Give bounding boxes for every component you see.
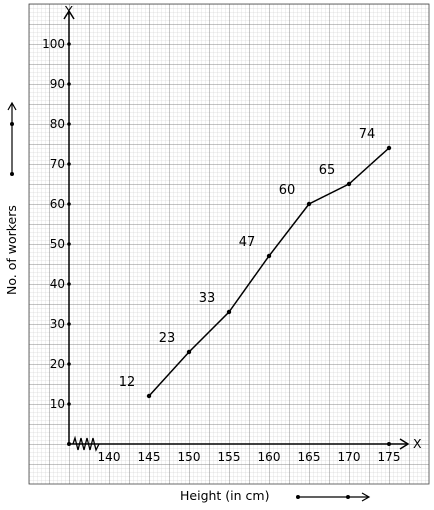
y-tick-mark [67, 82, 71, 86]
data-labels: 12 23 33 47 60 65 74 [119, 127, 376, 390]
y-tick-label: 50 [50, 237, 65, 251]
y-tick-mark [67, 122, 71, 126]
x-tick-label: 140 [98, 450, 121, 464]
x-axis-label: Height (in cm) [180, 488, 269, 503]
data-label: 65 [319, 163, 336, 178]
y-tick-mark [67, 202, 71, 206]
data-label: 74 [359, 127, 376, 142]
x-tick-labels: 140 145 150 155 160 165 170 175 [98, 442, 401, 464]
y-tick-label: 100 [42, 37, 65, 51]
data-point [346, 181, 352, 187]
y-tick-label: 80 [50, 117, 65, 131]
origin-point [67, 442, 71, 446]
y-tick-label: 20 [50, 357, 65, 371]
y-tick-mark [67, 162, 71, 166]
y-tick-label: 40 [50, 277, 65, 291]
x-axis-break-zigzag [72, 435, 100, 452]
data-point [226, 309, 232, 315]
y-tick-mark [67, 242, 71, 246]
graph-paper-border [28, 3, 430, 485]
y-tick-labels: 10 20 30 40 50 60 70 80 90 100 [42, 37, 71, 411]
x-tick-mark [387, 442, 391, 446]
y-axis-label: No. of workers [4, 205, 19, 295]
y-tick-label: 30 [50, 317, 65, 331]
y-tick-label: 90 [50, 77, 65, 91]
data-point [146, 393, 152, 399]
x-tick-label: 170 [338, 450, 361, 464]
data-label: 60 [279, 183, 296, 198]
x-axis-arrowhead [399, 438, 410, 450]
data-label: 23 [159, 331, 176, 346]
data-point [186, 349, 192, 355]
data-point [386, 145, 392, 151]
y-tick-label: 70 [50, 157, 65, 171]
y-tick-mark [67, 42, 71, 46]
y-tick-mark [67, 322, 71, 326]
y-tick-mark [67, 402, 71, 406]
y-tick-mark [67, 362, 71, 366]
y-tick-label: 10 [50, 397, 65, 411]
data-point [306, 201, 312, 207]
x-direction-arrow [296, 492, 371, 502]
x-tick-label: 155 [218, 450, 241, 464]
x-axis-letter: X [413, 436, 422, 451]
y-tick-label: 60 [50, 197, 65, 211]
x-tick-label: 145 [138, 450, 161, 464]
data-point [266, 253, 272, 259]
data-label: 33 [199, 291, 216, 306]
data-label: 47 [239, 235, 256, 250]
y-tick-mark [67, 282, 71, 286]
y-axis-letter: Y [64, 3, 73, 18]
series-workers [146, 145, 392, 399]
graph-paper-major-grid [29, 4, 429, 484]
y-direction-arrow [7, 101, 17, 176]
data-label: 12 [119, 375, 136, 390]
x-tick-label: 150 [178, 450, 201, 464]
x-tick-label: 175 [378, 450, 401, 464]
y-axis-arrowhead [63, 9, 75, 20]
x-tick-label: 165 [298, 450, 321, 464]
x-tick-label: 160 [258, 450, 281, 464]
